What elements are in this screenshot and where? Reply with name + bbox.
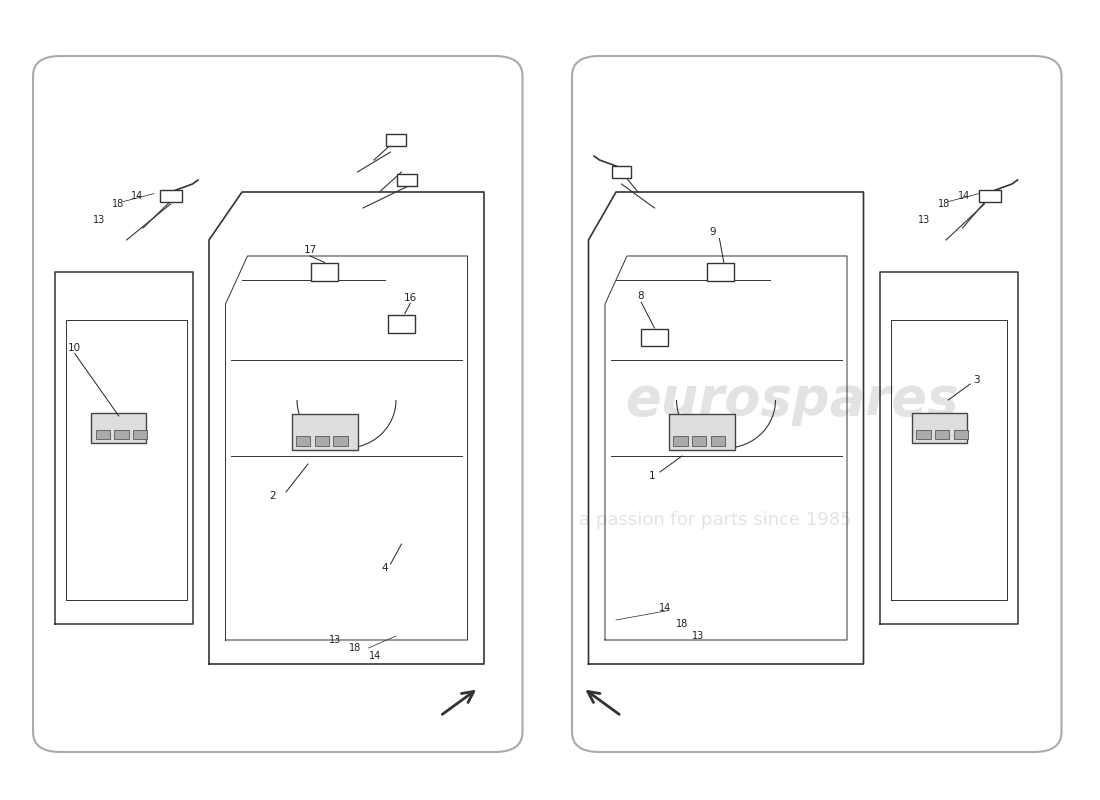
Text: 17: 17 [304,245,317,254]
Bar [114,430,129,439]
Text: 18: 18 [111,199,124,209]
Bar [692,437,706,446]
Text: 16: 16 [404,293,417,302]
Bar [979,190,1001,202]
Text: 14: 14 [659,603,672,613]
Text: 18: 18 [675,619,689,629]
Bar [711,437,725,446]
Bar [315,437,329,446]
Text: 18: 18 [937,199,950,209]
Bar [640,329,669,346]
Bar [612,166,631,178]
Text: 13: 13 [92,215,106,225]
Bar [386,134,406,146]
Text: 13: 13 [917,215,931,225]
Text: 10: 10 [68,343,81,353]
Text: 8: 8 [637,291,644,301]
Text: 3: 3 [974,375,980,385]
Bar [133,430,147,439]
Bar [96,430,110,439]
Bar [673,437,688,446]
Bar [292,414,358,450]
Text: 18: 18 [349,643,362,653]
Text: 14: 14 [368,651,382,661]
Bar [160,190,182,202]
Text: 2: 2 [270,491,276,501]
Text: 14: 14 [131,191,144,201]
Bar [91,413,146,443]
Text: eurospares: eurospares [625,374,959,426]
Text: 1: 1 [649,471,656,481]
Bar [333,437,348,446]
Bar [310,263,338,281]
Bar [296,437,310,446]
Bar [669,414,735,450]
Text: 13: 13 [329,635,342,645]
Text: 4: 4 [382,563,388,573]
Bar [707,263,735,281]
Bar [387,315,416,333]
Text: 13: 13 [692,631,705,641]
Bar [916,430,931,439]
Bar [397,174,417,186]
Text: 9: 9 [710,227,716,237]
Text: a passion for parts since 1985: a passion for parts since 1985 [579,511,851,529]
Bar [912,413,967,443]
Bar [935,430,949,439]
Bar [954,430,968,439]
Text: 14: 14 [957,191,970,201]
